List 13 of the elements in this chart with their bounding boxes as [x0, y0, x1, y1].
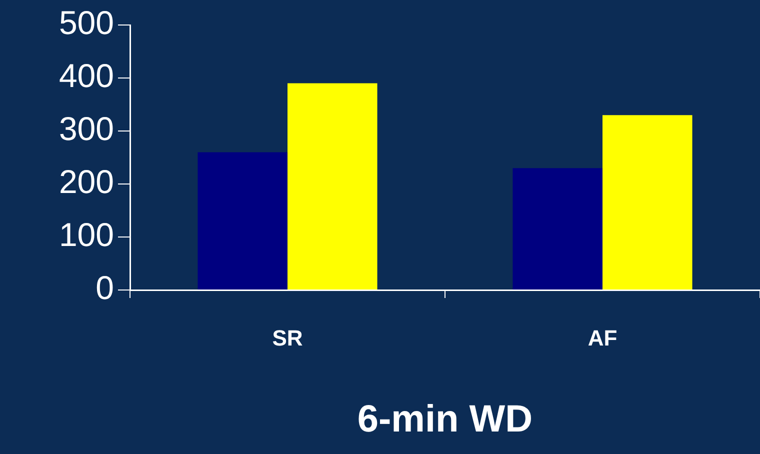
- y-tick-label: 500: [58, 4, 114, 42]
- x-tick-label: AF: [588, 325, 618, 350]
- x-axis-title: 6-min WD: [357, 398, 533, 441]
- y-tick-label: 100: [58, 216, 114, 254]
- bar: [198, 152, 288, 290]
- x-tick-label: SR: [272, 325, 303, 350]
- y-tick-label: 400: [58, 57, 114, 94]
- bar: [602, 115, 692, 290]
- y-tick-label: 300: [58, 110, 114, 148]
- y-tick-label: 200: [58, 163, 114, 200]
- bar: [512, 168, 602, 290]
- y-tick-label: 0: [96, 269, 114, 306]
- bar: [288, 83, 378, 290]
